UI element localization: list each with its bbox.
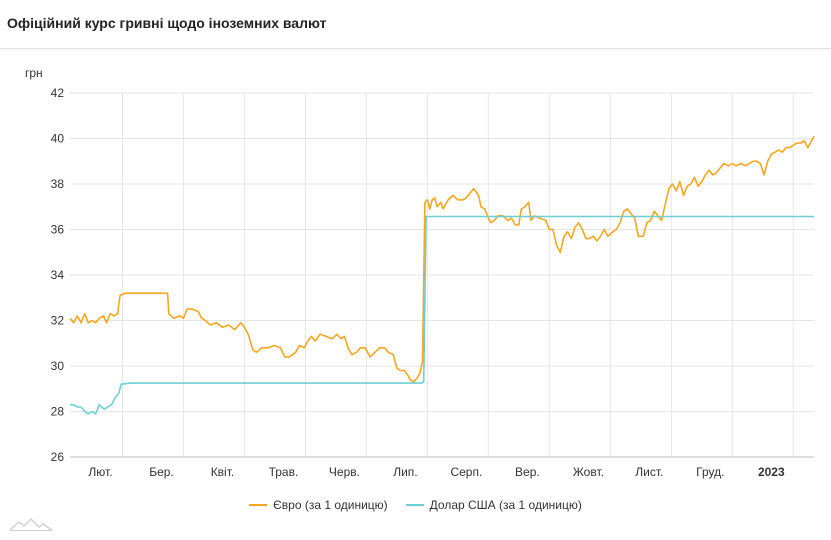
- x-tick-label: Черв.: [329, 465, 360, 479]
- x-tick-label: Серп.: [450, 465, 482, 479]
- series-line-usd[interactable]: [70, 215, 814, 415]
- legend-item-usd[interactable]: Долар США (за 1 одиницю): [405, 498, 582, 512]
- x-tick-label: Груд.: [696, 465, 724, 479]
- x-tick-label: Трав.: [269, 465, 299, 479]
- x-tick-label: Бер.: [149, 465, 174, 479]
- y-tick-label: 28: [51, 405, 65, 419]
- legend-label: Євро (за 1 одиницю): [273, 498, 388, 512]
- x-axis-ticks: Лют. Бер. Квіт. Трав. Черв. Лип. Серп. Вер. Жовт…: [88, 465, 785, 479]
- x-tick-label: 2023: [758, 465, 785, 479]
- y-axis-unit-label: грн: [25, 66, 43, 80]
- y-tick-label: 34: [51, 268, 65, 282]
- legend-swatch: [405, 504, 424, 506]
- y-axis-ticks: 26 28 30 32 34 36 38 40 42: [51, 86, 65, 464]
- y-tick-label: 30: [51, 359, 65, 373]
- y-tick-label: 26: [51, 450, 65, 464]
- y-tick-label: 42: [51, 86, 65, 100]
- legend-label: Долар США (за 1 одиницю): [429, 498, 582, 512]
- legend-swatch: [249, 504, 268, 506]
- y-tick-label: 32: [51, 314, 65, 328]
- chart-title: Офіційний курс гривні щодо іноземних вал…: [7, 15, 327, 31]
- y-tick-label: 40: [51, 132, 65, 146]
- y-tick-label: 36: [51, 223, 65, 237]
- grid-lines: [70, 92, 814, 458]
- y-tick-label: 38: [51, 177, 65, 191]
- x-tick-label: Квіт.: [211, 465, 235, 479]
- mountain-logo-icon: [9, 518, 53, 531]
- series-lines: [69, 135, 815, 415]
- legend-item-euro[interactable]: Євро (за 1 одиницю): [249, 498, 388, 512]
- x-tick-label: Жовт.: [573, 465, 604, 479]
- x-tick-label: Лют.: [88, 465, 112, 479]
- x-tick-label: Лип.: [393, 465, 417, 479]
- legend[interactable]: Євро (за 1 одиницю) Долар США (за 1 одини…: [0, 496, 831, 514]
- x-tick-label: Лист.: [635, 465, 663, 479]
- header-bar: Офіційний курс гривні щодо іноземних вал…: [0, 0, 831, 49]
- x-tick-label: Вер.: [515, 465, 540, 479]
- series-line-euro[interactable]: [69, 135, 815, 383]
